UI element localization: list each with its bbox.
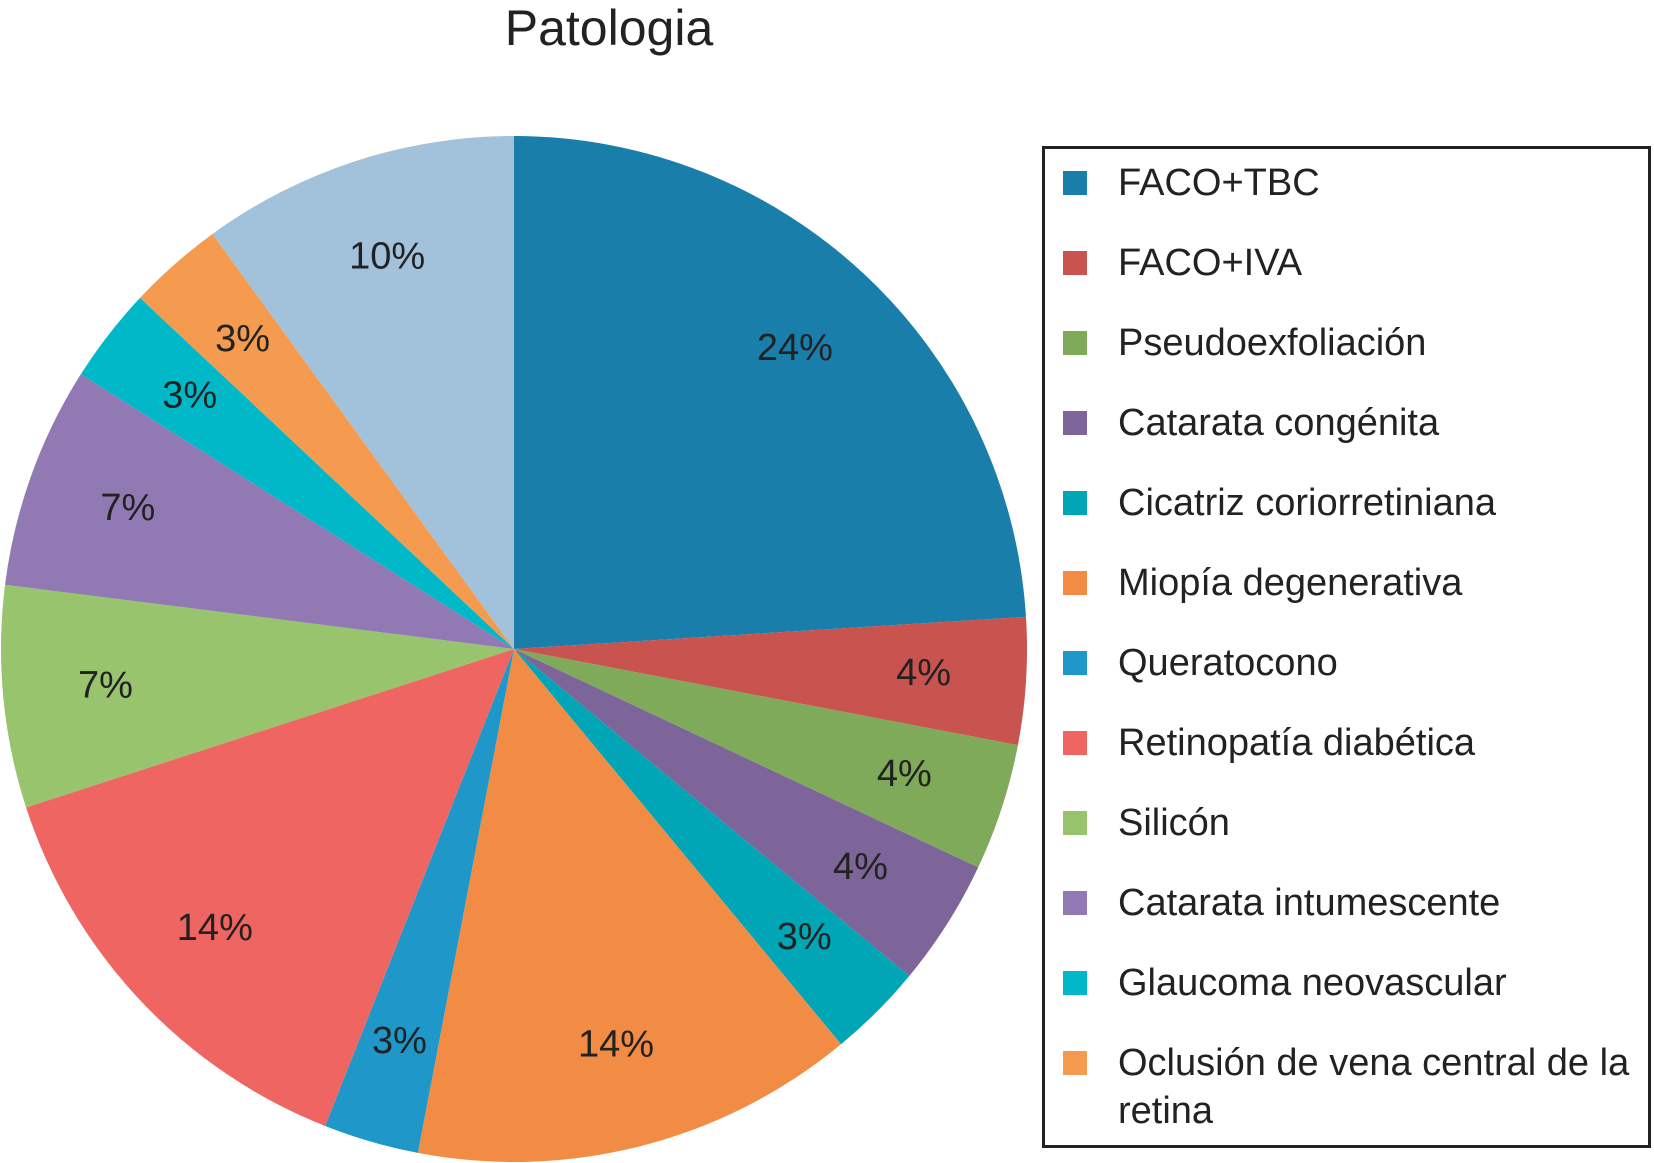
data-label: 14%	[578, 1024, 654, 1066]
data-label: 3%	[215, 318, 270, 360]
pie-slice	[417, 649, 841, 1162]
legend-label: Glaucoma neovascular	[1118, 962, 1507, 1004]
legend-label: Retinopatía diabética	[1118, 722, 1476, 764]
data-label: 4%	[877, 753, 932, 795]
legend-label: Miopía degenerativa	[1118, 562, 1463, 604]
chart-title: Patologia	[505, 0, 714, 56]
legend-item: Oclusión de vena central de la retina	[1063, 1039, 1633, 1135]
pie-slice	[514, 136, 1026, 649]
legend-swatch	[1063, 811, 1087, 835]
pie-slice	[0, 584, 514, 808]
legend-swatch	[1063, 411, 1087, 435]
legend-item: Queratocono	[1063, 639, 1633, 687]
legend-item: Retinopatía diabética	[1063, 719, 1633, 767]
data-label: 4%	[896, 652, 951, 694]
legend: FACO+TBC FACO+IVA Pseudoexfoliación Catarat…	[1042, 146, 1651, 1148]
legend-label: Silicón	[1118, 802, 1230, 844]
pie-slice	[514, 649, 1018, 868]
legend-swatch	[1063, 251, 1087, 275]
pie-slice	[325, 649, 514, 1153]
legend-label: Catarata intumescente	[1118, 882, 1501, 924]
legend-swatch	[1063, 571, 1087, 595]
data-label: 7%	[78, 665, 133, 707]
legend-swatch	[1063, 731, 1087, 755]
data-label: 14%	[177, 907, 253, 949]
legend-label: Pseudoexfoliación	[1118, 322, 1427, 364]
data-label: 3%	[372, 1020, 427, 1062]
legend-swatch	[1063, 171, 1087, 195]
legend-swatch	[1063, 891, 1087, 915]
data-label: 4%	[833, 846, 888, 888]
legend-item: Catarata intumescente	[1063, 879, 1633, 927]
legend-item: Silicón	[1063, 799, 1633, 847]
legend-item: Cicatriz coriorretiniana	[1063, 479, 1633, 527]
legend-swatch	[1063, 491, 1087, 515]
legend-item: Catarata congénita	[1063, 399, 1633, 447]
legend-label: Catarata congénita	[1118, 402, 1440, 444]
data-label: 24%	[757, 327, 833, 369]
pie-slice	[26, 649, 515, 1126]
legend-label: Queratocono	[1118, 642, 1338, 684]
legend-label: Oclusión de vena central de la retina	[1118, 1042, 1630, 1132]
pie-slice	[514, 616, 1027, 746]
pie-slice	[140, 233, 514, 649]
pie-slice	[212, 136, 514, 649]
data-label: 3%	[777, 916, 832, 958]
legend-label: FACO+TBC	[1118, 162, 1320, 204]
legend-item: Glaucoma neovascular	[1063, 959, 1633, 1007]
legend-swatch	[1063, 331, 1087, 355]
legend-label: Cicatriz coriorretiniana	[1118, 482, 1497, 524]
legend-swatch	[1063, 1051, 1087, 1075]
data-label: 3%	[162, 374, 217, 416]
legend-item: FACO+IVA	[1063, 239, 1633, 287]
data-label: 7%	[100, 487, 155, 529]
legend-item: Pseudoexfoliación	[1063, 319, 1633, 367]
pie-slice	[514, 649, 979, 976]
legend-item: Miopía degenerativa	[1063, 559, 1633, 607]
legend-label: FACO+IVA	[1118, 242, 1303, 284]
data-label: 10%	[349, 236, 425, 278]
pie-slice	[514, 649, 910, 1045]
legend-swatch	[1063, 971, 1087, 995]
pie-slice	[5, 374, 514, 649]
pie-slice	[80, 297, 514, 649]
legend-item: FACO+TBC	[1063, 159, 1633, 207]
legend-swatch	[1063, 651, 1087, 675]
